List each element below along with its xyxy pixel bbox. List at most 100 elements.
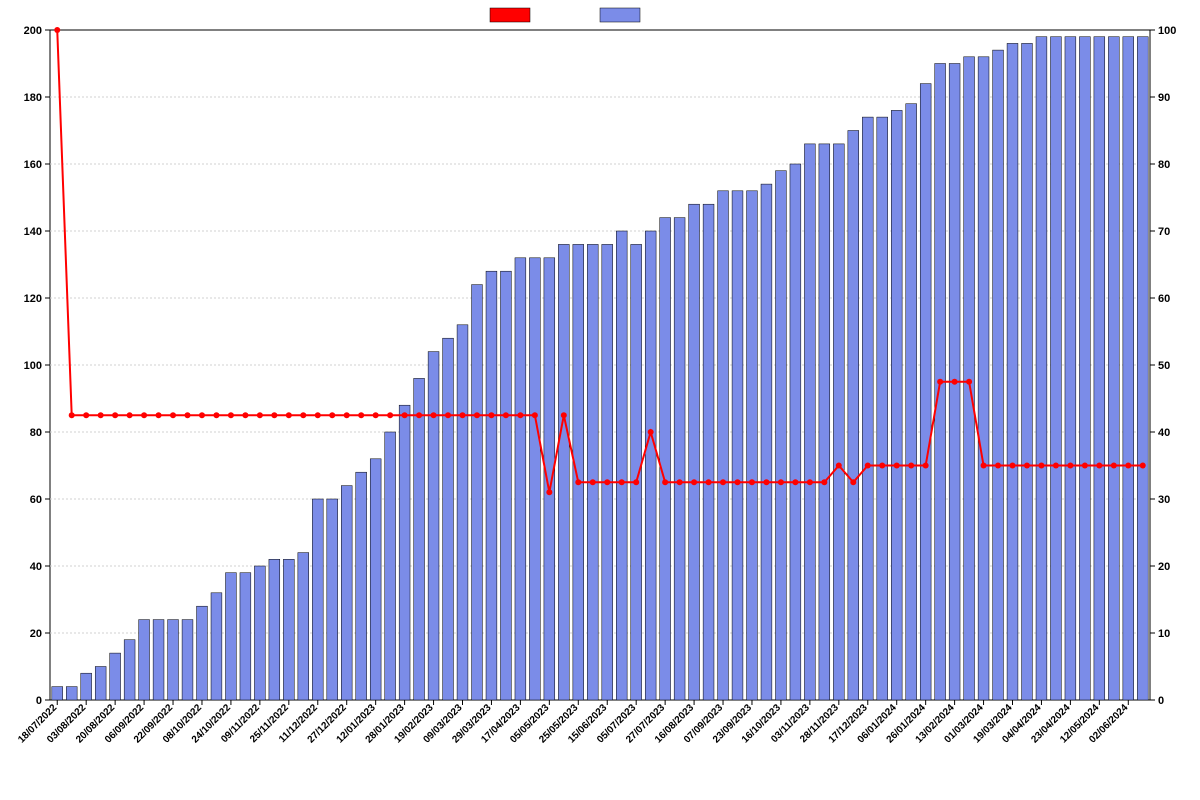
line-marker — [604, 479, 610, 485]
right-tick-label: 10 — [1158, 628, 1170, 640]
bar — [689, 204, 700, 700]
line-marker — [69, 412, 75, 418]
line-marker — [706, 479, 712, 485]
bar — [1079, 37, 1090, 700]
right-tick-label: 60 — [1158, 293, 1170, 305]
bar — [978, 57, 989, 700]
line-marker — [662, 479, 668, 485]
bar — [182, 620, 193, 700]
bar — [674, 218, 685, 700]
bar — [732, 191, 743, 700]
bar — [775, 171, 786, 700]
chart-container: 0204060801001201401601802000102030405060… — [0, 0, 1200, 800]
line-marker — [1038, 463, 1044, 469]
bar — [81, 673, 92, 700]
line-marker — [865, 463, 871, 469]
line-marker — [894, 463, 900, 469]
line-marker — [358, 412, 364, 418]
line-marker — [257, 412, 263, 418]
line-marker — [792, 479, 798, 485]
right-tick-label: 50 — [1158, 360, 1170, 372]
bar — [1123, 37, 1134, 700]
line-marker — [402, 412, 408, 418]
left-tick-label: 20 — [30, 628, 42, 640]
line-marker — [54, 27, 60, 33]
bar — [703, 204, 714, 700]
line-marker — [199, 412, 205, 418]
left-tick-label: 180 — [24, 92, 42, 104]
line-marker — [532, 412, 538, 418]
bar — [848, 131, 859, 701]
bar — [356, 472, 367, 700]
line-marker — [633, 479, 639, 485]
bar — [110, 653, 121, 700]
bar — [790, 164, 801, 700]
bar — [95, 667, 106, 701]
line-marker — [923, 463, 929, 469]
bar — [443, 338, 454, 700]
line-marker — [156, 412, 162, 418]
line-marker — [691, 479, 697, 485]
line-marker — [170, 412, 176, 418]
line-marker — [1010, 463, 1016, 469]
bar — [341, 486, 352, 700]
left-tick-label: 40 — [30, 561, 42, 573]
right-tick-label: 100 — [1158, 25, 1176, 37]
bar — [254, 566, 265, 700]
line-marker — [213, 412, 219, 418]
line-marker — [937, 379, 943, 385]
bar — [1007, 43, 1018, 700]
bar — [645, 231, 656, 700]
bar — [573, 244, 584, 700]
line-marker — [344, 412, 350, 418]
left-tick-label: 60 — [30, 494, 42, 506]
bar — [891, 110, 902, 700]
right-tick-label: 0 — [1158, 695, 1164, 707]
bar — [544, 258, 555, 700]
line-marker — [1067, 463, 1073, 469]
bar — [877, 117, 888, 700]
line-marker — [286, 412, 292, 418]
bar — [414, 378, 425, 700]
right-tick-label: 70 — [1158, 226, 1170, 238]
bar — [1036, 37, 1047, 700]
bar — [1050, 37, 1061, 700]
bar — [718, 191, 729, 700]
line-marker — [1024, 463, 1030, 469]
bar — [370, 459, 381, 700]
bar — [283, 559, 294, 700]
line-marker — [98, 412, 104, 418]
line-marker — [836, 463, 842, 469]
bar — [197, 606, 208, 700]
bar — [269, 559, 280, 700]
line-marker — [474, 412, 480, 418]
line-marker — [1096, 463, 1102, 469]
bar — [529, 258, 540, 700]
bar — [804, 144, 815, 700]
line-marker — [648, 429, 654, 435]
line-marker — [271, 412, 277, 418]
left-tick-label: 120 — [24, 293, 42, 305]
right-tick-label: 80 — [1158, 159, 1170, 171]
bar — [139, 620, 150, 700]
left-tick-label: 0 — [36, 695, 42, 707]
line-marker — [908, 463, 914, 469]
bar — [66, 687, 77, 700]
line-marker — [981, 463, 987, 469]
line-marker — [850, 479, 856, 485]
bar — [906, 104, 917, 700]
legend-swatch — [600, 8, 640, 22]
bar — [428, 352, 439, 700]
right-tick-label: 90 — [1158, 92, 1170, 104]
bar — [327, 499, 338, 700]
bar — [558, 244, 569, 700]
line-marker — [619, 479, 625, 485]
bar — [1137, 37, 1148, 700]
bar — [124, 640, 135, 700]
bar — [52, 687, 63, 700]
right-tick-label: 40 — [1158, 427, 1170, 439]
line-marker — [1125, 463, 1131, 469]
line-marker — [83, 412, 89, 418]
right-tick-label: 20 — [1158, 561, 1170, 573]
bar — [761, 184, 772, 700]
